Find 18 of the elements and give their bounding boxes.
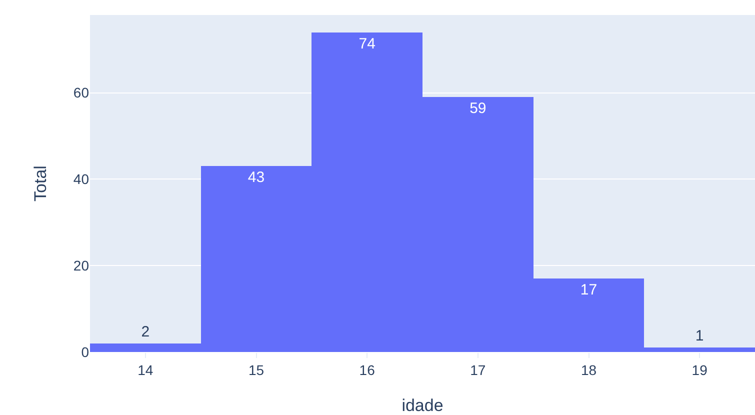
x-tick-label: 17: [470, 362, 486, 378]
y-tick-label: 20: [73, 257, 90, 274]
x-axis-title: idade: [402, 396, 444, 415]
data-label: 17: [580, 282, 598, 299]
data-label: 43: [248, 169, 265, 186]
x-tick-label: 19: [692, 362, 708, 378]
y-axis-title: Total: [31, 166, 50, 202]
y-tick-label: 0: [81, 344, 90, 360]
y-tick-label: 40: [73, 171, 90, 188]
y-tick-label: 60: [73, 84, 90, 101]
data-label: 59: [470, 100, 486, 118]
x-tick-label: 16: [359, 362, 376, 378]
data-label: 1: [695, 328, 704, 345]
x-tick-label: 18: [580, 362, 597, 378]
x-tick-label: 14: [138, 362, 154, 378]
data-label: 2: [141, 323, 150, 340]
data-label: 74: [358, 35, 376, 52]
x-tick-label: 15: [248, 362, 264, 378]
